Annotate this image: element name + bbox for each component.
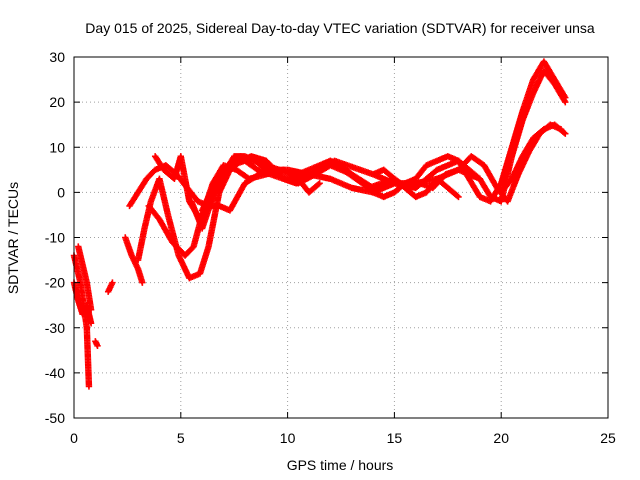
series-track-14 — [498, 121, 569, 196]
data-point — [109, 279, 116, 286]
data-point — [139, 279, 146, 286]
grid — [74, 57, 608, 418]
y-tick-label: -20 — [45, 275, 65, 291]
data-point — [85, 383, 93, 390]
chart-title: Day 015 of 2025, Sidereal Day-to-day VTE… — [85, 20, 595, 36]
data-point — [560, 129, 568, 136]
x-tick-label: 20 — [493, 430, 509, 446]
data-point — [562, 94, 569, 101]
data-point — [454, 192, 461, 200]
x-tick-label: 0 — [70, 430, 78, 446]
data-point — [455, 193, 462, 201]
x-axis-label: GPS time / hours — [287, 457, 394, 473]
series-track-11 — [188, 58, 569, 232]
series-track-6 — [122, 234, 146, 286]
series-track-13 — [369, 166, 462, 201]
data-point — [87, 320, 95, 327]
data-point — [315, 181, 322, 188]
series-track-5 — [104, 279, 116, 295]
x-axis: 0 5 10 15 20 25 — [70, 57, 616, 446]
data-point — [316, 180, 323, 187]
y-axis: -50 -40 -30 -20 -10 0 10 20 30 — [45, 49, 608, 426]
y-tick-label: 20 — [49, 94, 65, 110]
y-tick-label: -50 — [45, 410, 65, 426]
data-point — [94, 342, 101, 349]
x-tick-label: 10 — [280, 430, 296, 446]
series-track-3 — [75, 243, 95, 313]
series-track-4 — [92, 338, 101, 349]
x-tick-label: 5 — [177, 430, 185, 446]
y-tick-label: -40 — [45, 365, 65, 381]
data-layer — [70, 58, 569, 390]
y-tick-label: 0 — [57, 184, 65, 200]
y-tick-label: -30 — [45, 320, 65, 336]
y-tick-label: 10 — [49, 139, 65, 155]
x-tick-label: 25 — [600, 430, 616, 446]
data-point — [562, 130, 569, 137]
data-point — [87, 306, 95, 313]
y-tick-label: -10 — [45, 230, 65, 246]
y-axis-label: SDTVAR / TECUs — [5, 182, 21, 294]
x-tick-label: 15 — [387, 430, 403, 446]
y-tick-label: 30 — [49, 49, 65, 65]
